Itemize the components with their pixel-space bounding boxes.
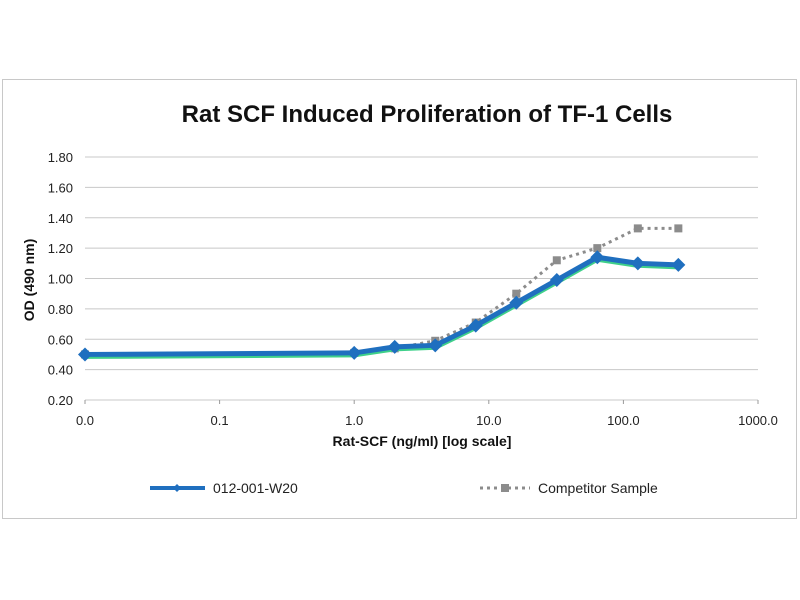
data-point-012-001-w20: [630, 256, 645, 271]
data-point-competitor: [633, 224, 642, 233]
y-tick-label: 0.20: [48, 393, 73, 408]
y-tick-label: 0.40: [48, 363, 73, 378]
y-tick-label: 1.40: [48, 211, 73, 226]
y-tick-label: 1.80: [48, 150, 73, 165]
data-point-012-001-w20: [78, 347, 92, 362]
legend-label-series-2: Competitor Sample: [538, 480, 658, 496]
x-tick-label: 1000.0: [738, 413, 778, 428]
data-point-012-001-w20: [671, 257, 686, 272]
y-tick-label: 1.20: [48, 241, 73, 256]
x-axis-label: Rat-SCF (ng/ml) [log scale]: [333, 433, 512, 449]
data-point-012-001-w20: [509, 295, 524, 310]
x-tick-label: 100.0: [607, 413, 640, 428]
data-point-competitor: [593, 244, 602, 253]
data-point-012-001-w20: [468, 318, 483, 333]
data-point-012-001-w20: [387, 339, 402, 354]
data-point-competitor: [674, 224, 683, 233]
chart-title: Rat SCF Induced Proliferation of TF-1 Ce…: [182, 101, 673, 128]
series-line-shadow: [84, 256, 679, 359]
y-tick-label: 1.00: [48, 272, 73, 287]
series-line-012-001-w20: [84, 254, 679, 357]
data-point-012-001-w20: [428, 338, 443, 353]
y-tick-label: 1.60: [48, 180, 73, 195]
data-point-012-001-w20: [549, 273, 564, 288]
legend-marker-series-2: [501, 484, 509, 492]
data-point-competitor: [512, 289, 521, 298]
series-line-competitor: [84, 226, 679, 356]
y-axis-label: OD (490 nm): [21, 239, 37, 321]
x-tick-label: 0.1: [211, 413, 229, 428]
data-point-012-001-w20: [347, 345, 362, 360]
data-point-012-001-w20: [590, 250, 605, 265]
x-tick-label: 0.0: [76, 413, 94, 428]
chart-frame: [2, 79, 797, 519]
y-tick-label: 0.60: [48, 332, 73, 347]
legend-label-series-1: 012-001-W20: [213, 480, 298, 496]
x-tick-label: 10.0: [476, 413, 501, 428]
data-point-competitor: [552, 256, 561, 265]
y-tick-label: 0.80: [48, 302, 73, 317]
legend-marker-series-1: [173, 484, 181, 492]
x-tick-label: 1.0: [345, 413, 363, 428]
